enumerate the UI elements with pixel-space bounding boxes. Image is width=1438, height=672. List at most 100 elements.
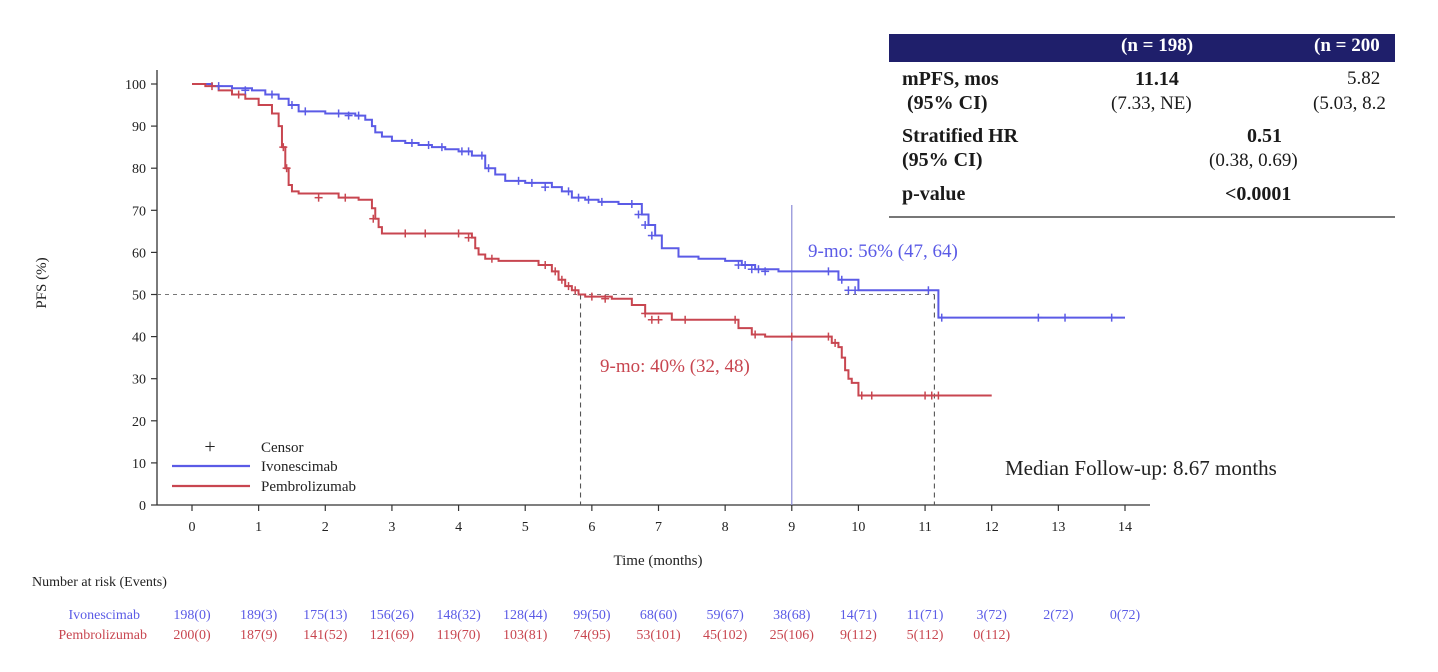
- x-tick-label: 7: [655, 520, 662, 535]
- risk-value: 119(70): [437, 628, 481, 643]
- censor-mark-pembrolizumab: [564, 282, 573, 291]
- x-tick-label: 4: [455, 520, 462, 535]
- censor-mark-ivonescimab: [477, 151, 486, 160]
- risk-value: 53(101): [636, 628, 681, 643]
- censor-mark-ivonescimab: [634, 210, 643, 219]
- censor-mark-ivonescimab: [597, 197, 606, 206]
- risk-value: 11(71): [907, 608, 944, 623]
- censor-mark-ivonescimab: [837, 275, 846, 284]
- row-pvalue: p-value <0.0001: [889, 178, 1395, 216]
- censor-mark-ivonescimab: [824, 267, 833, 276]
- censor-mark-pembrolizumab: [857, 391, 866, 400]
- censor-mark-pembrolizumab: [681, 315, 690, 324]
- censor-mark-pembrolizumab: [831, 338, 840, 347]
- y-tick-label: 30: [132, 373, 146, 388]
- censor-mark-ivonescimab: [464, 147, 473, 156]
- survival-curves: [192, 83, 1125, 397]
- risk-value: 38(68): [773, 608, 811, 623]
- y-tick-label: 10: [132, 457, 146, 472]
- censor-mark-ivonescimab: [424, 141, 433, 150]
- y-tick-label: 90: [132, 120, 146, 135]
- censor-mark-pembrolizumab: [787, 332, 796, 341]
- x-tick-label: 2: [322, 520, 329, 535]
- censor-mark-ivonescimab: [527, 178, 536, 187]
- risk-row-label-ivonescimab: Ivonescimab: [68, 608, 140, 623]
- risk-value: 175(13): [303, 608, 348, 623]
- censor-mark-ivonescimab: [1034, 313, 1043, 322]
- censor-mark-ivonescimab: [851, 286, 860, 295]
- y-tick-label: 80: [132, 162, 146, 177]
- censor-mark-pembrolizumab: [341, 193, 350, 202]
- legend-label-ivonescimab: Ivonescimab: [261, 459, 338, 475]
- censor-mark-ivonescimab: [627, 199, 636, 208]
- summary-table-header: (n = 198) (n = 200: [889, 34, 1395, 62]
- censor-mark-ivonescimab: [761, 267, 770, 276]
- censor-marks: [207, 82, 1116, 400]
- x-tick-label: 9: [788, 520, 795, 535]
- censor-mark-ivonescimab: [437, 143, 446, 152]
- header-n-pembrolizumab: (n = 200: [1314, 35, 1380, 56]
- censor-mark-ivonescimab: [514, 176, 523, 185]
- censor-mark-ivonescimab: [541, 183, 550, 192]
- curve-ivonescimab: [192, 83, 1125, 319]
- hr-ci: (0.38, 0.69): [1209, 150, 1298, 171]
- x-tick-label: 13: [1051, 520, 1065, 535]
- censor-mark-pembrolizumab: [279, 143, 288, 152]
- censor-mark-ivonescimab: [647, 231, 656, 240]
- mpfs-pembrolizumab: 5.82: [1347, 68, 1381, 89]
- censor-mark-pembrolizumab: [207, 82, 216, 91]
- pvalue: <0.0001: [1225, 183, 1292, 205]
- risk-value: 156(26): [370, 608, 415, 623]
- censor-mark-ivonescimab: [584, 195, 593, 204]
- censor-mark-ivonescimab: [301, 107, 310, 116]
- censor-mark-pembrolizumab: [601, 294, 610, 303]
- censor-mark-pembrolizumab: [571, 286, 580, 295]
- risk-value: 189(3): [240, 608, 278, 623]
- censor-mark-ivonescimab: [241, 86, 250, 95]
- risk-value: 148(32): [436, 608, 481, 623]
- x-tick-label: 6: [588, 520, 595, 535]
- censor-mark-pembrolizumab: [934, 391, 943, 400]
- censor-mark-ivonescimab: [267, 90, 276, 99]
- censor-mark-pembrolizumab: [401, 229, 410, 238]
- risk-value: 2(72): [1043, 608, 1074, 623]
- censor-mark-ivonescimab: [334, 109, 343, 118]
- y-axis-title: PFS (%): [34, 257, 50, 308]
- censor-mark-pembrolizumab: [641, 309, 650, 318]
- y-tick-label: 20: [132, 415, 146, 430]
- x-axis-title: Time (months): [613, 553, 702, 569]
- censor-mark-ivonescimab: [484, 164, 493, 173]
- censor-mark-pembrolizumab: [234, 90, 243, 99]
- annotation-ivonescimab-9mo: 9-mo: 56% (47, 64): [808, 241, 958, 262]
- row-mpfs-ci-label: (95% CI): [907, 92, 988, 114]
- x-tick-label: 0: [189, 520, 196, 535]
- x-tick-label: 3: [388, 520, 395, 535]
- risk-row-label-pembrolizumab: Pembrolizumab: [58, 628, 147, 643]
- censor-mark-pembrolizumab: [282, 164, 291, 173]
- censor-mark-ivonescimab: [574, 193, 583, 202]
- legend-censor-label: Censor: [261, 440, 304, 456]
- risk-value: 198(0): [173, 608, 211, 623]
- header-n-ivonescimab: (n = 198): [1121, 35, 1194, 56]
- censor-mark-pembrolizumab: [551, 267, 560, 276]
- censor-mark-pembrolizumab: [824, 332, 833, 341]
- censor-mark-ivonescimab: [344, 111, 353, 120]
- row-mpfs: mPFS, mos (95% CI) 11.14 (7.33, NE) 5.82…: [889, 62, 1395, 120]
- risk-value: 5(112): [907, 628, 944, 643]
- censor-mark-ivonescimab: [407, 138, 416, 147]
- row-hr-label: Stratified HR: [902, 125, 1019, 147]
- censor-mark-ivonescimab: [1061, 313, 1070, 322]
- censor-mark-pembrolizumab: [369, 214, 378, 223]
- y-tick-label: 40: [132, 331, 146, 346]
- curve-pembrolizumab: [192, 83, 992, 397]
- censor-mark-pembrolizumab: [487, 254, 496, 263]
- x-tick-label: 11: [918, 520, 931, 535]
- x-tick-label: 5: [522, 520, 529, 535]
- risk-table-title: Number at risk (Events): [32, 575, 167, 590]
- legend-censor-symbol: +: [204, 436, 215, 458]
- risk-value: 25(106): [770, 628, 815, 643]
- risk-value: 121(69): [370, 628, 415, 643]
- annotation-median-followup: Median Follow-up: 8.67 months: [1005, 456, 1277, 480]
